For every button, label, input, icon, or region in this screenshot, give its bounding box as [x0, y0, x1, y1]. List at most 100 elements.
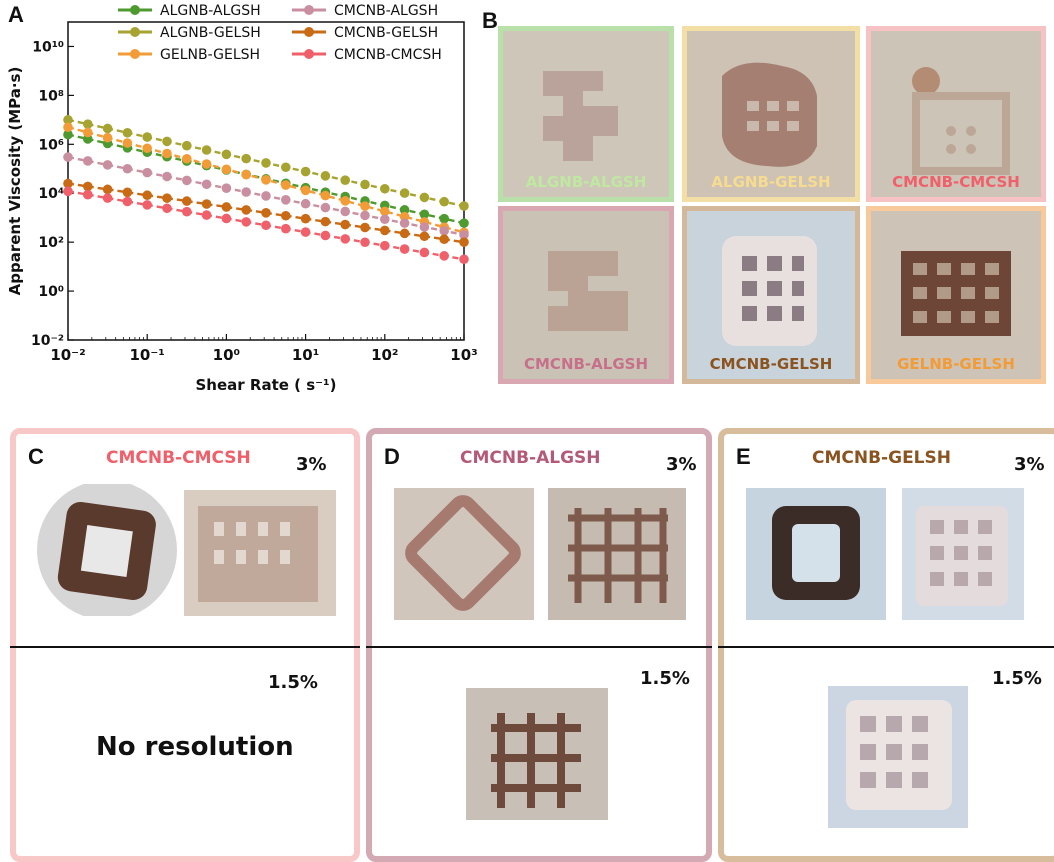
series-point [380, 240, 390, 251]
series-point [102, 184, 113, 195]
series-point [399, 205, 410, 215]
legend-label: ALGNB-GELSH [160, 25, 261, 41]
series-point [241, 205, 251, 215]
series-point [221, 164, 232, 175]
series-point [340, 196, 351, 206]
concentration-label-top: 3% [296, 454, 327, 475]
panel-letter-d: D [384, 444, 400, 469]
y-tick-label: 10⁶ [38, 137, 64, 153]
series-point [102, 123, 113, 134]
series-point [419, 231, 430, 242]
series-point [162, 203, 172, 214]
series-point [419, 222, 430, 232]
print-photo-algnb-algsh [503, 31, 669, 197]
print-photo-cmcnb-algsh [503, 211, 669, 379]
tile-label: CMCNB-ALGSH [524, 355, 648, 373]
series-point [320, 190, 331, 201]
panel-c: C CMCNB-CMCSH 3% 1.5% No resolution [10, 428, 360, 862]
series-point [419, 192, 430, 203]
series-point [459, 254, 469, 265]
tile-cmcnb-cmcsh: CMCNB-CMCSH [866, 26, 1046, 202]
series-point [320, 216, 331, 227]
y-axis-label: Apparent Viscosity (MPa·s) [6, 67, 24, 296]
grid-print-photo-1-5 [466, 688, 608, 820]
series-point [83, 119, 93, 129]
concentration-label-bottom: 1.5% [640, 668, 690, 689]
tile-cmcnb-gelsh: CMCNB-GELSH [682, 206, 860, 384]
tile-label: ALGNB-GELSH [711, 173, 831, 191]
lattice-ring-photo [394, 488, 534, 620]
series-point [221, 183, 232, 193]
series-point [320, 202, 331, 213]
viscosity-chart: 10⁻² 10⁻¹ 10⁰ 10¹ 10² 10³ 10⁻² 10⁰ 10² 10⁴ 10⁶ 10⁸ 1… [6, 3, 478, 394]
grid-print-photo [902, 488, 1024, 620]
series-point [162, 193, 172, 203]
series-point [300, 198, 311, 209]
panel-title: CMCNB-GELSH [812, 448, 951, 468]
legend-label: CMCNB-CMCSH [334, 47, 442, 63]
series-point [221, 149, 232, 160]
series-point [63, 152, 73, 162]
y-tick-label: 10² [38, 235, 64, 251]
x-tick-label: 10⁻¹ [130, 346, 165, 364]
series-point [459, 229, 469, 240]
concentration-label-top: 3% [666, 454, 697, 475]
series-point [360, 201, 370, 211]
y-tick-label: 10¹⁰ [32, 39, 64, 55]
series-point [380, 183, 390, 194]
series-point [300, 166, 311, 177]
series-point [281, 180, 291, 190]
series-point [142, 143, 152, 154]
legend-marker [130, 49, 140, 59]
legend-marker [304, 27, 314, 37]
series-point [63, 115, 73, 125]
series-point [182, 196, 192, 206]
series-point [241, 187, 251, 197]
series-point [340, 234, 351, 244]
series-point [221, 213, 232, 224]
concentration-label-top: 3% [1014, 454, 1045, 475]
series-point [83, 127, 93, 138]
series-point [182, 153, 192, 164]
tile-label: CMCNB-GELSH [709, 355, 833, 373]
x-tick-label: 10⁰ [213, 346, 240, 364]
series-point [122, 163, 133, 174]
series-point [261, 208, 271, 218]
legend-marker [130, 27, 140, 37]
series-point [102, 132, 113, 143]
series-point [162, 136, 172, 147]
series-point [162, 148, 172, 159]
tile-label: GELNB-GELSH [897, 355, 1015, 373]
series-point [142, 200, 152, 210]
series-point [399, 188, 410, 198]
series-point [142, 132, 152, 142]
lattice-ring-photo [746, 488, 886, 620]
series-point [360, 179, 370, 190]
series-point [63, 129, 73, 140]
series-point [241, 169, 251, 180]
legend-marker [130, 5, 140, 15]
series-point [340, 175, 351, 185]
series-point [182, 140, 192, 151]
series-point [142, 167, 152, 178]
series-point [201, 179, 212, 190]
series-point [281, 162, 291, 173]
series-point [201, 210, 212, 220]
series-point [261, 175, 271, 185]
panel-title: CMCNB-ALGSH [460, 448, 601, 468]
x-axis-label: Shear Rate ( s⁻¹) [196, 376, 337, 394]
series-point [102, 160, 113, 170]
series-point [439, 213, 450, 224]
tile-cmcnb-algsh: CMCNB-ALGSH [498, 206, 674, 384]
y-tick-label: 10⁰ [38, 284, 64, 300]
series-point [380, 225, 390, 236]
x-tick-label: 10³ [450, 346, 477, 364]
series-point [360, 222, 370, 233]
series-point [439, 234, 450, 245]
series-point [83, 181, 93, 192]
series-point [63, 122, 73, 133]
series-point [241, 217, 251, 227]
series-point [281, 223, 291, 234]
series-point [300, 227, 311, 237]
series-point [201, 145, 212, 155]
